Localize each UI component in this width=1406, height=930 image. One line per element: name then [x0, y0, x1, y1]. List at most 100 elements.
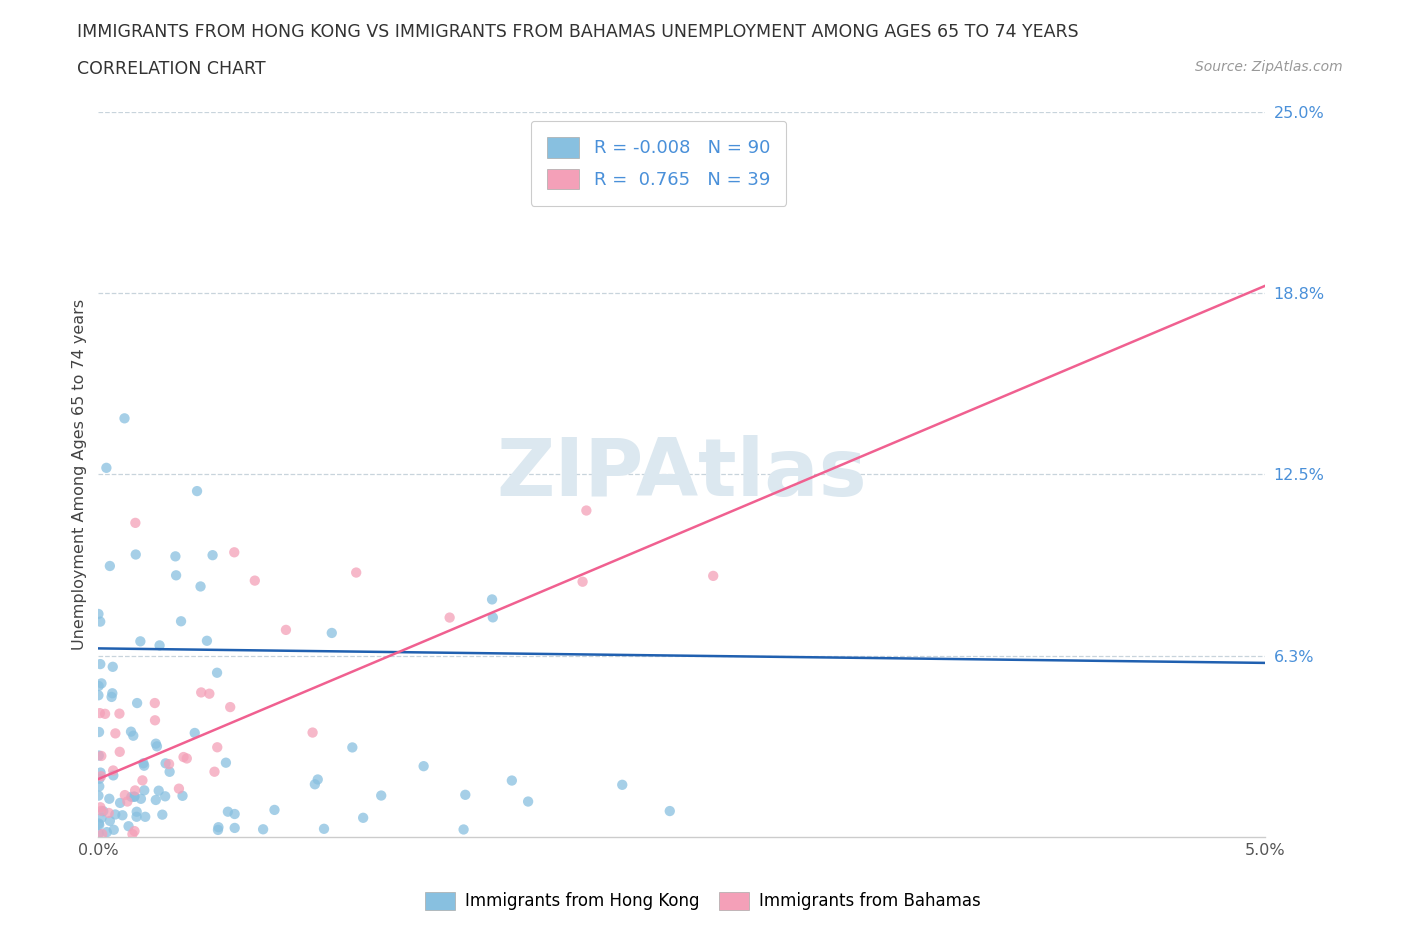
Point — [132, 756, 155, 771]
Point — [145, 737, 167, 751]
Point — [108, 795, 131, 810]
Point — [134, 758, 156, 773]
Point — [342, 740, 364, 755]
Point — [125, 547, 148, 562]
Text: IMMIGRANTS FROM HONG KONG VS IMMIGRANTS FROM BAHAMAS UNEMPLOYMENT AMONG AGES 65 : IMMIGRANTS FROM HONG KONG VS IMMIGRANTS … — [77, 23, 1078, 41]
Point — [145, 792, 167, 807]
Point — [702, 568, 724, 583]
Point — [658, 804, 681, 818]
Point — [90, 804, 112, 818]
Point — [307, 772, 329, 787]
Point — [89, 706, 111, 721]
Point — [101, 763, 124, 777]
Point — [90, 769, 112, 784]
Point — [148, 638, 170, 653]
Point — [165, 568, 187, 583]
Point — [146, 739, 169, 754]
Point — [129, 791, 152, 806]
Point — [301, 725, 323, 740]
Text: ZIPAtlas: ZIPAtlas — [496, 435, 868, 513]
Point — [176, 751, 198, 766]
Point — [201, 548, 224, 563]
Point — [125, 809, 148, 824]
Point — [117, 794, 139, 809]
Point — [108, 744, 131, 759]
Point — [481, 592, 503, 607]
Point — [173, 750, 195, 764]
Point — [482, 610, 505, 625]
Point — [207, 740, 229, 755]
Point — [89, 765, 111, 780]
Point — [612, 777, 634, 792]
Point — [87, 826, 110, 841]
Point — [104, 726, 127, 741]
Point — [98, 791, 121, 806]
Point — [90, 749, 112, 764]
Point — [150, 807, 173, 822]
Y-axis label: Unemployment Among Ages 65 to 74 years: Unemployment Among Ages 65 to 74 years — [72, 299, 87, 650]
Point — [575, 503, 598, 518]
Point — [143, 696, 166, 711]
Point — [120, 790, 142, 804]
Point — [87, 817, 110, 831]
Point — [217, 804, 239, 819]
Point — [114, 411, 136, 426]
Point — [134, 809, 156, 824]
Point — [87, 679, 110, 694]
Point — [205, 665, 228, 680]
Point — [91, 827, 114, 842]
Point — [219, 699, 242, 714]
Point — [91, 804, 114, 818]
Point — [89, 779, 111, 794]
Point — [124, 790, 146, 804]
Point — [148, 783, 170, 798]
Text: Source: ZipAtlas.com: Source: ZipAtlas.com — [1195, 60, 1343, 74]
Point — [117, 818, 139, 833]
Point — [89, 614, 111, 629]
Point — [101, 659, 124, 674]
Point — [89, 817, 111, 832]
Point — [170, 614, 193, 629]
Point — [198, 686, 221, 701]
Point — [207, 822, 229, 837]
Point — [155, 756, 177, 771]
Point — [195, 633, 218, 648]
Point — [87, 688, 110, 703]
Point — [127, 696, 149, 711]
Point — [263, 803, 285, 817]
Point — [103, 768, 125, 783]
Point — [157, 757, 180, 772]
Point — [224, 545, 246, 560]
Point — [571, 574, 593, 589]
Point — [114, 788, 136, 803]
Point — [172, 789, 194, 804]
Point — [352, 810, 374, 825]
Point — [96, 460, 118, 475]
Point — [124, 790, 146, 804]
Legend: Immigrants from Hong Kong, Immigrants from Bahamas: Immigrants from Hong Kong, Immigrants fr… — [418, 885, 988, 917]
Point — [370, 788, 392, 803]
Point — [304, 777, 326, 791]
Point — [94, 707, 117, 722]
Point — [89, 657, 111, 671]
Point — [89, 800, 111, 815]
Point — [252, 822, 274, 837]
Point — [165, 549, 187, 564]
Point — [90, 810, 112, 825]
Point — [87, 724, 110, 739]
Point — [89, 771, 111, 786]
Point — [204, 764, 226, 779]
Text: CORRELATION CHART: CORRELATION CHART — [77, 60, 266, 78]
Point — [412, 759, 434, 774]
Point — [143, 713, 166, 728]
Point — [224, 820, 246, 835]
Point — [124, 783, 146, 798]
Point — [186, 484, 208, 498]
Point — [98, 814, 121, 829]
Point — [111, 808, 134, 823]
Point — [184, 725, 207, 740]
Point — [439, 610, 461, 625]
Point — [124, 824, 146, 839]
Point — [121, 827, 143, 842]
Point — [344, 565, 367, 580]
